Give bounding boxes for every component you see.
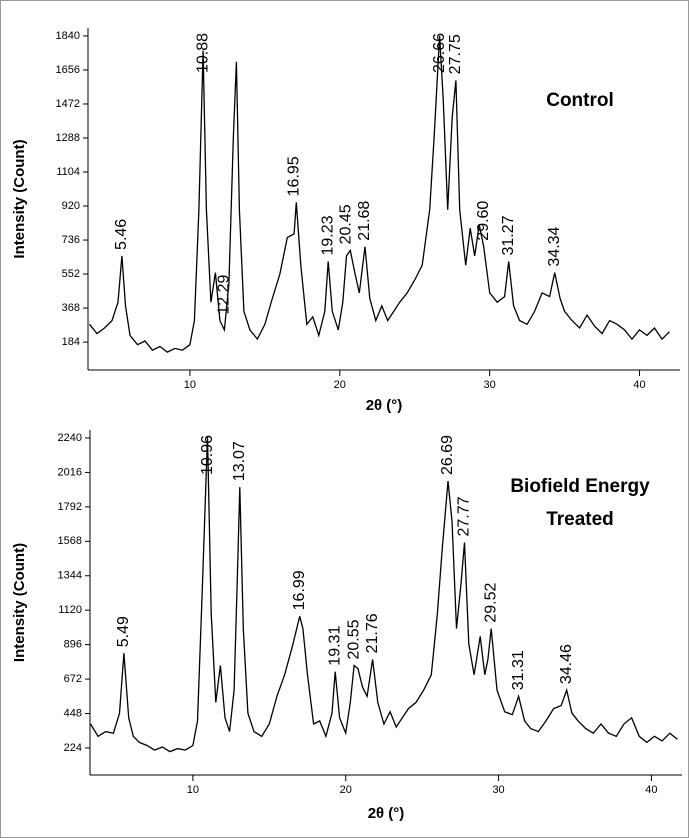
y-tick-label: 184 — [62, 336, 80, 348]
peak-label: 27.75 — [447, 34, 464, 74]
y-tick-label: 1656 — [56, 64, 80, 76]
x-tick-label: 40 — [645, 784, 657, 796]
peak-label: 27.77 — [456, 496, 473, 536]
peak-label: 34.46 — [558, 644, 575, 684]
annotation: Control — [546, 90, 614, 111]
y-tick-label: 1120 — [58, 604, 82, 616]
peak-label: 21.76 — [364, 613, 381, 653]
y-tick-label: 1840 — [56, 30, 80, 42]
annotation: Treated — [546, 509, 614, 530]
y-tick-label: 736 — [62, 234, 80, 246]
peak-label: 5.49 — [115, 616, 132, 647]
peak-label: 31.31 — [510, 650, 527, 690]
x-axis-label: 2θ (°) — [368, 805, 405, 822]
diffraction-line — [88, 35, 670, 353]
y-tick-label: 2240 — [58, 432, 82, 444]
y-axis-label: Intensity (Count) — [11, 543, 28, 662]
x-tick-label: 20 — [334, 379, 346, 391]
y-axis-label: Intensity (Count) — [11, 139, 28, 258]
x-tick-label: 30 — [484, 379, 496, 391]
x-tick-label: 20 — [340, 784, 352, 796]
peak-label: 26.66 — [431, 33, 448, 73]
y-tick-label: 2016 — [58, 466, 82, 478]
annotation: Biofield Energy — [510, 476, 650, 497]
peak-label: 16.99 — [291, 570, 308, 610]
peak-label: 20.45 — [338, 204, 355, 244]
peak-label: 19.31 — [326, 626, 343, 666]
peak-label: 10.88 — [194, 33, 211, 73]
y-tick-label: 552 — [62, 268, 80, 280]
x-tick-label: 40 — [633, 379, 645, 391]
y-tick-label: 368 — [62, 302, 80, 314]
y-tick-label: 1288 — [56, 132, 80, 144]
y-tick-label: 672 — [64, 673, 82, 685]
peak-label: 16.95 — [285, 156, 302, 196]
y-tick-label: 896 — [64, 639, 82, 651]
peak-label: 29.52 — [482, 582, 499, 622]
x-tick-label: 10 — [187, 784, 199, 796]
peak-label: 5.46 — [113, 219, 130, 250]
y-tick-label: 224 — [64, 742, 82, 754]
y-tick-label: 920 — [62, 200, 80, 212]
y-tick-label: 448 — [64, 707, 82, 719]
peak-label: 19.23 — [319, 215, 336, 255]
peak-label: 21.68 — [356, 201, 373, 241]
peak-label: 13.07 — [231, 441, 248, 481]
y-tick-label: 1104 — [56, 166, 80, 178]
peak-label: 20.55 — [345, 619, 362, 659]
diffraction-line — [89, 436, 678, 753]
x-tick-label: 10 — [184, 379, 196, 391]
y-tick-label: 1344 — [58, 570, 82, 582]
peak-label: 26.69 — [439, 435, 456, 475]
y-tick-label: 1792 — [58, 501, 82, 513]
y-tick-label: 1568 — [58, 535, 82, 547]
peak-label: 12.29 — [215, 275, 232, 315]
x-axis-label: 2θ (°) — [366, 397, 403, 414]
x-tick-label: 30 — [492, 784, 504, 796]
peak-label: 31.27 — [500, 215, 517, 255]
y-tick-label: 1472 — [56, 98, 80, 110]
peak-label: 29.60 — [475, 201, 492, 241]
peak-label: 10.96 — [199, 435, 216, 475]
peak-label: 34.34 — [546, 226, 563, 266]
